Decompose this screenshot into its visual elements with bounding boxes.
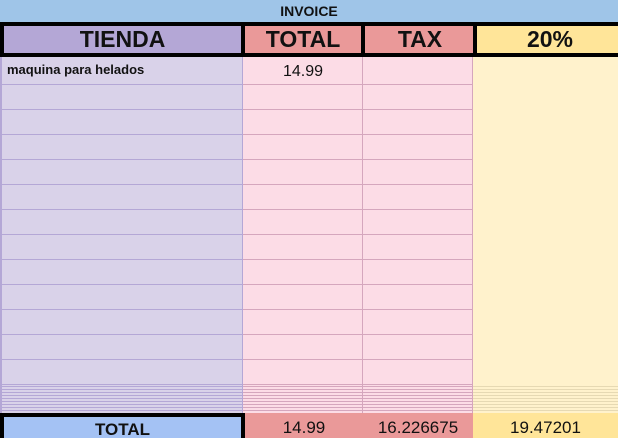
total-tax[interactable]: 16.226675 [363,413,473,438]
gridline [243,401,362,402]
gridline [2,84,242,85]
gridline [2,359,242,360]
header-20pct[interactable]: 20% [473,22,618,57]
gridline [2,410,242,411]
gridline [473,386,618,387]
gridline [2,401,242,402]
gridline [363,109,472,110]
gridline [363,384,472,385]
gridline [473,410,618,411]
gridline [363,392,472,393]
gridline [363,159,472,160]
gridline [243,384,362,385]
gridline [2,184,242,185]
gridline [473,401,618,402]
gridline [2,398,242,399]
row-1-tienda[interactable]: maquina para helados [7,62,145,77]
gridline [363,395,472,396]
column-tax[interactable] [363,57,473,413]
gridline [243,392,362,393]
gridline [243,398,362,399]
gridline [243,407,362,408]
gridline [363,404,472,405]
gridline [243,234,362,235]
column-20pct[interactable] [473,57,618,413]
gridline [473,389,618,390]
total-20pct[interactable]: 19.47201 [473,413,618,438]
gridline [2,284,242,285]
gridline [363,234,472,235]
gridline [243,134,362,135]
gridline [2,159,242,160]
gridline [363,284,472,285]
gridline [2,392,242,393]
total-sum[interactable]: 14.99 [245,413,363,438]
gridline [363,184,472,185]
gridline [473,392,618,393]
gridline [2,389,242,390]
gridline [473,407,618,408]
gridline [243,184,362,185]
gridline [363,407,472,408]
gridline [2,386,242,387]
gridline [2,404,242,405]
gridline [2,309,242,310]
gridline [363,134,472,135]
gridline [2,407,242,408]
gridline [363,84,472,85]
gridline [2,395,242,396]
gridline [363,389,472,390]
gridline [2,209,242,210]
gridline [243,334,362,335]
gridline [363,309,472,310]
gridline [473,395,618,396]
gridline [243,386,362,387]
gridline [363,410,472,411]
gridline [2,259,242,260]
invoice-title: INVOICE [0,0,618,22]
total-label: TOTAL [0,413,245,439]
gridline [243,209,362,210]
gridline [363,259,472,260]
gridline [2,334,242,335]
gridline [243,259,362,260]
gridline [363,386,472,387]
header-tax[interactable]: TAX [361,22,475,57]
gridline [243,284,362,285]
gridline [2,134,242,135]
gridline [243,410,362,411]
gridline [243,359,362,360]
gridline [2,234,242,235]
gridline [363,401,472,402]
gridline [363,398,472,399]
header-tienda[interactable]: TIENDA [0,22,245,57]
gridline [243,84,362,85]
header-total[interactable]: TOTAL [241,22,365,57]
gridline [243,395,362,396]
column-tienda[interactable] [0,57,243,413]
gridline [363,359,472,360]
gridline [473,404,618,405]
gridline [243,109,362,110]
gridline [243,159,362,160]
column-total[interactable] [243,57,363,413]
gridline [243,404,362,405]
gridline [363,334,472,335]
row-1-total[interactable]: 14.99 [282,63,324,80]
gridline [243,389,362,390]
gridline [2,109,242,110]
gridline [243,309,362,310]
gridline [2,384,242,385]
gridline [363,209,472,210]
gridline [473,398,618,399]
